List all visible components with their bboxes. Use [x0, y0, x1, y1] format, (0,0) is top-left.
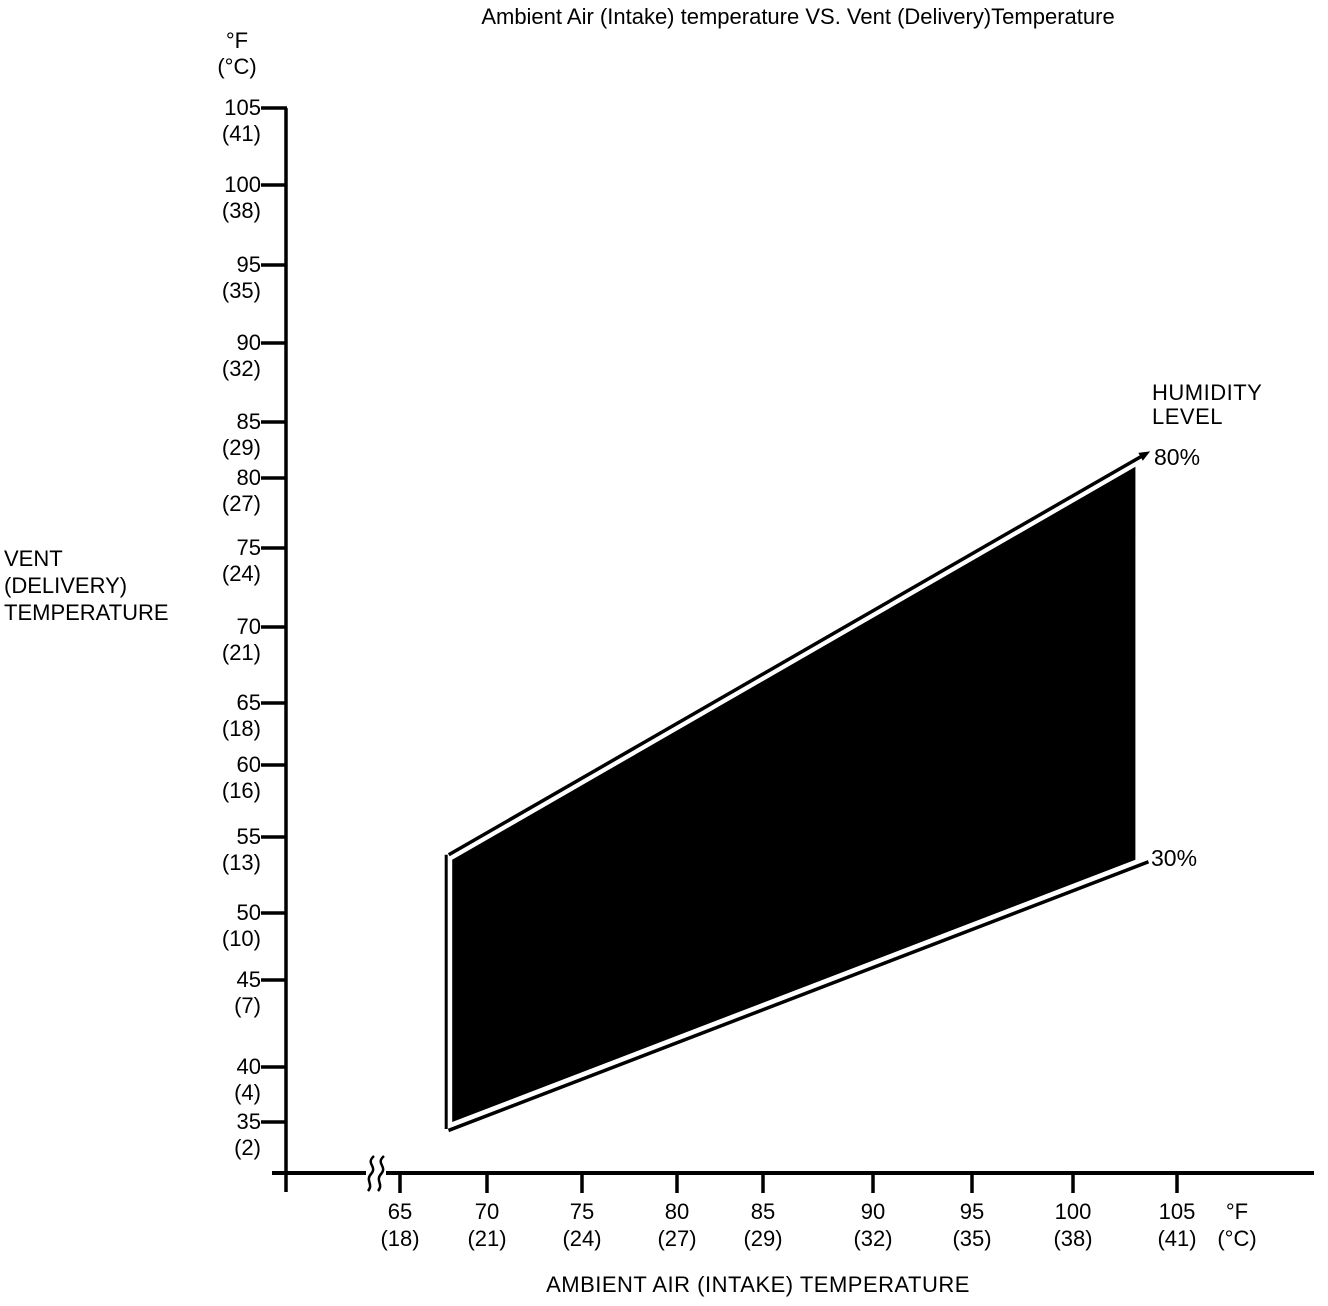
x-tick-label: 95 (35)	[924, 1198, 1020, 1252]
y-tick-label-c: (27)	[221, 491, 261, 516]
y-tick-label: 45 (7)	[140, 967, 261, 1019]
y-axis-unit-label: °F (°C)	[202, 28, 272, 80]
y-tick-label: 70 (21)	[140, 614, 261, 666]
humidity-level-line2: LEVEL	[1152, 404, 1223, 429]
humidity-30-label: 30%	[1151, 845, 1198, 871]
y-tick-label: 40 (4)	[140, 1054, 261, 1106]
x-tick-label: 70 (21)	[439, 1198, 535, 1252]
y-tick-label-c: (13)	[221, 850, 261, 875]
y-tick-label: 50 (10)	[140, 900, 261, 952]
y-tick-label-f: 105	[224, 95, 261, 120]
x-tick-label: 100 (38)	[1025, 1198, 1121, 1252]
axis-break-squiggle-right	[376, 1155, 385, 1192]
x-tick-label-f: 85	[750, 1199, 776, 1224]
band-80-line	[447, 452, 1147, 857]
humidity-level-label: HUMIDITY LEVEL	[1152, 381, 1262, 429]
y-tick-label-f: 90	[236, 330, 261, 355]
y-tick-label: 55 (13)	[140, 824, 261, 876]
x-tick-label: 65 (18)	[352, 1198, 448, 1252]
y-axis-title-line2: (DELIVERY)	[4, 573, 128, 598]
y-tick-label: 105 (41)	[140, 95, 261, 147]
y-tick-label: 100 (38)	[140, 172, 261, 224]
y-tick-label-f: 75	[236, 535, 261, 560]
x-tick-label-f: 75	[569, 1199, 595, 1224]
y-tick-label-f: 60	[236, 752, 261, 777]
x-tick-label: 90 (32)	[825, 1198, 921, 1252]
y-axis-title-line1: VENT	[4, 546, 63, 571]
x-tick-label-f: 70	[474, 1199, 500, 1224]
y-tick-label-f: 85	[236, 409, 261, 434]
y-tick-label-c: (4)	[234, 1080, 261, 1105]
x-tick-label-c: (29)	[743, 1226, 783, 1251]
y-tick-label-f: 50	[236, 900, 261, 925]
y-tick-label-c: (38)	[221, 198, 261, 223]
x-tick-label-c: (27)	[657, 1226, 697, 1251]
band-30-line	[447, 860, 1150, 1133]
humidity-level-line1: HUMIDITY	[1152, 380, 1263, 405]
y-tick-label-c: (10)	[221, 926, 261, 951]
x-tick-label-c: (18)	[380, 1226, 420, 1251]
y-tick-label: 85 (29)	[140, 409, 261, 461]
y-tick-label-f: 45	[236, 967, 261, 992]
humidity-band	[452, 466, 1136, 1122]
y-tick-label-f: 65	[236, 690, 261, 715]
y-axis-unit-c: (°C)	[217, 54, 257, 79]
x-axis-unit-label: °F (°C)	[1189, 1198, 1285, 1252]
y-tick-label-c: (2)	[234, 1135, 261, 1160]
y-tick-label: 65 (18)	[140, 690, 261, 742]
x-tick-label-c: (21)	[467, 1226, 507, 1251]
x-tick-label-c: (38)	[1053, 1226, 1093, 1251]
y-tick-label: 90 (32)	[140, 330, 261, 382]
y-tick-label: 60 (16)	[140, 752, 261, 804]
y-tick-label-f: 95	[236, 252, 261, 277]
y-axis-title-line3: TEMPERATURE	[4, 600, 169, 625]
y-tick-label: 35 (2)	[140, 1109, 261, 1161]
chart-title: Ambient Air (Intake) temperature VS. Ven…	[481, 4, 1115, 29]
x-tick-label: 105 (41)	[1129, 1198, 1225, 1252]
y-tick-label-f: 35	[236, 1109, 261, 1134]
y-tick-label: 95 (35)	[140, 252, 261, 304]
x-tick-label-f: 65	[387, 1199, 413, 1224]
x-tick-label-f: 95	[959, 1199, 985, 1224]
y-tick-label-f: 40	[236, 1054, 261, 1079]
x-tick-label-c: (41)	[1157, 1226, 1197, 1251]
x-tick-label-f: 80	[664, 1199, 690, 1224]
y-tick-label-c: (18)	[221, 716, 261, 741]
x-tick-label: 85 (29)	[715, 1198, 811, 1252]
y-tick-label-f: 55	[236, 824, 261, 849]
axis-break-squiggle-left	[366, 1155, 375, 1192]
x-tick-label: 75 (24)	[534, 1198, 630, 1252]
x-axis-unit-f: °F	[1225, 1199, 1249, 1224]
x-tick-label-c: (32)	[853, 1226, 893, 1251]
y-tick-label-c: (41)	[221, 121, 261, 146]
y-tick-label-f: 100	[224, 172, 261, 197]
x-tick-label-c: (35)	[952, 1226, 992, 1251]
y-axis-title: VENT (DELIVERY) TEMPERATURE	[4, 545, 169, 626]
y-tick-label-c: (35)	[221, 278, 261, 303]
y-tick-label-c: (16)	[221, 778, 261, 803]
x-tick-label: 80 (27)	[629, 1198, 725, 1252]
y-tick-label-c: (32)	[221, 356, 261, 381]
y-tick-label-c: (21)	[221, 640, 261, 665]
x-axis-title: AMBIENT AIR (INTAKE) TEMPERATURE	[546, 1272, 970, 1297]
y-tick-label-c: (7)	[234, 993, 261, 1018]
y-tick-label: 75 (24)	[140, 535, 261, 587]
y-tick-label-c: (29)	[221, 435, 261, 460]
x-axis-unit-c: (°C)	[1217, 1226, 1257, 1251]
y-axis-unit-f: °F	[225, 28, 249, 53]
y-tick-label-f: 80	[236, 465, 261, 490]
humidity-80-label: 80%	[1154, 444, 1201, 470]
band-80-arrowhead	[1138, 451, 1151, 461]
y-tick-label-f: 70	[236, 614, 261, 639]
y-tick-label-c: (24)	[221, 561, 261, 586]
x-tick-label-c: (24)	[562, 1226, 602, 1251]
x-tick-label-f: 105	[1158, 1199, 1196, 1224]
y-tick-label: 80 (27)	[140, 465, 261, 517]
x-tick-label-f: 90	[860, 1199, 886, 1224]
x-tick-label-f: 100	[1054, 1199, 1092, 1224]
